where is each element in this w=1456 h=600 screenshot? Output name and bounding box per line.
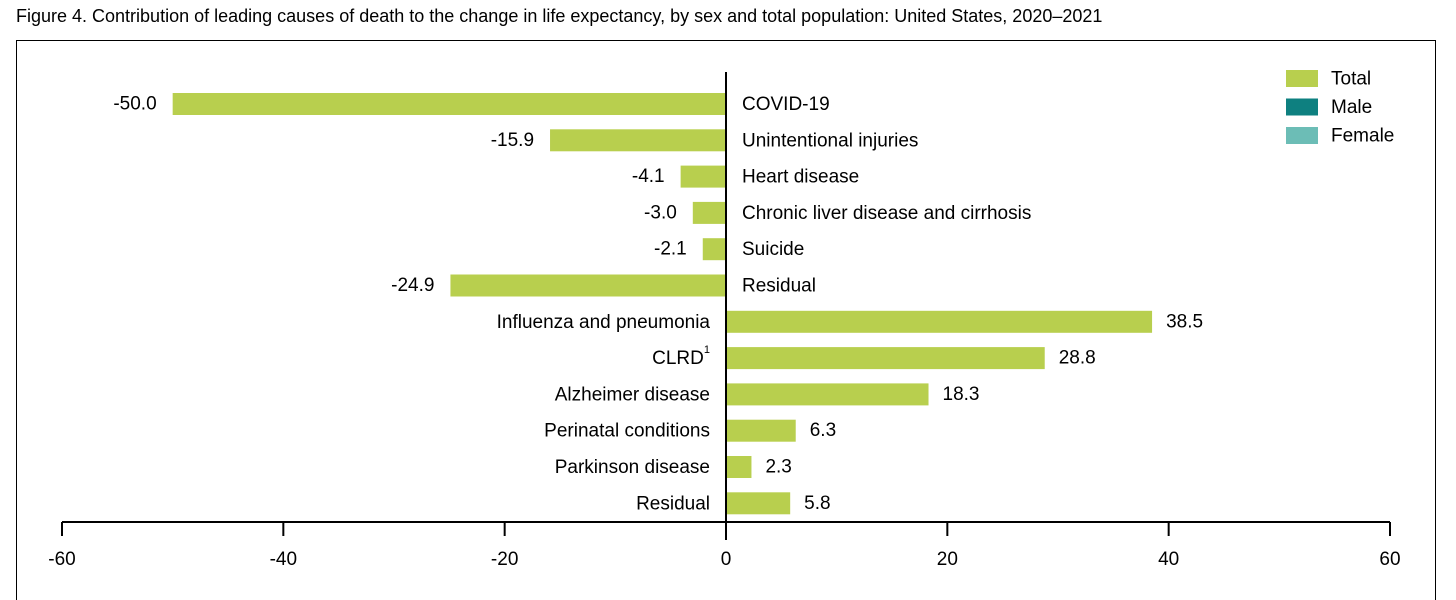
figure-title: Figure 4. Contribution of leading causes… [16,6,1103,26]
data-label: -24.9 [391,275,434,296]
category-label: Residual [742,275,816,296]
data-label: 18.3 [943,384,980,405]
category-label: CLRD1 [652,344,710,369]
category-label: COVID-19 [742,94,830,115]
data-label: -3.0 [644,202,677,223]
data-label: -50.0 [113,94,156,115]
data-label: 38.5 [1166,311,1203,332]
labels-layer: -50.0 COVID-19 -15.9 Unintentional injuries… [113,94,1203,514]
legend-swatch [1286,127,1318,144]
bar [550,129,726,152]
data-label: -15.9 [491,130,534,151]
x-axis: -60 -40 -20 0 20 40 60 [48,72,1401,570]
data-label: 2.3 [765,457,791,478]
bar [726,383,929,406]
legend: Total Male Female [1286,69,1394,147]
x-tick-label: 0 [721,549,732,570]
category-label: Influenza and pneumonia [497,311,711,332]
category-label: Perinatal conditions [544,420,710,441]
data-label: 5.8 [804,493,830,514]
data-label: 6.3 [810,420,836,441]
bar [172,93,726,115]
category-label: Heart disease [742,166,859,187]
bar [726,492,791,515]
x-tick-label: 40 [1158,549,1179,570]
legend-swatch [1286,98,1318,116]
legend-label: Male [1331,97,1372,118]
x-tick-label: -40 [270,549,297,570]
legend-swatch [1286,70,1318,87]
x-tick-label: -20 [491,549,518,570]
bar [726,310,1153,333]
category-label: Chronic liver disease and cirrhosis [742,202,1031,223]
category-label: Parkinson disease [555,457,710,478]
x-tick-label: 60 [1379,549,1400,570]
x-tick-label: 20 [937,549,958,570]
chart-frame [16,40,1436,600]
data-label: -2.1 [654,239,687,260]
bar [680,165,726,188]
x-tick-label: -60 [48,549,75,570]
bar [726,456,752,478]
data-label: 28.8 [1059,348,1096,369]
bar [726,419,796,442]
data-label: -4.1 [632,166,665,187]
category-label: Unintentional injuries [742,130,918,151]
bars-layer [172,93,1153,515]
legend-label: Female [1331,126,1394,147]
category-label: Suicide [742,239,804,260]
category-label: Alzheimer disease [555,384,710,405]
bar [692,201,726,224]
category-label: Residual [636,493,710,514]
legend-label: Total [1331,69,1371,90]
bar [726,347,1045,370]
life-expectancy-bar-chart: -50.0 COVID-19 -15.9 Unintentional injuries… [48,69,1401,571]
bar [450,274,726,297]
bar [702,238,726,261]
